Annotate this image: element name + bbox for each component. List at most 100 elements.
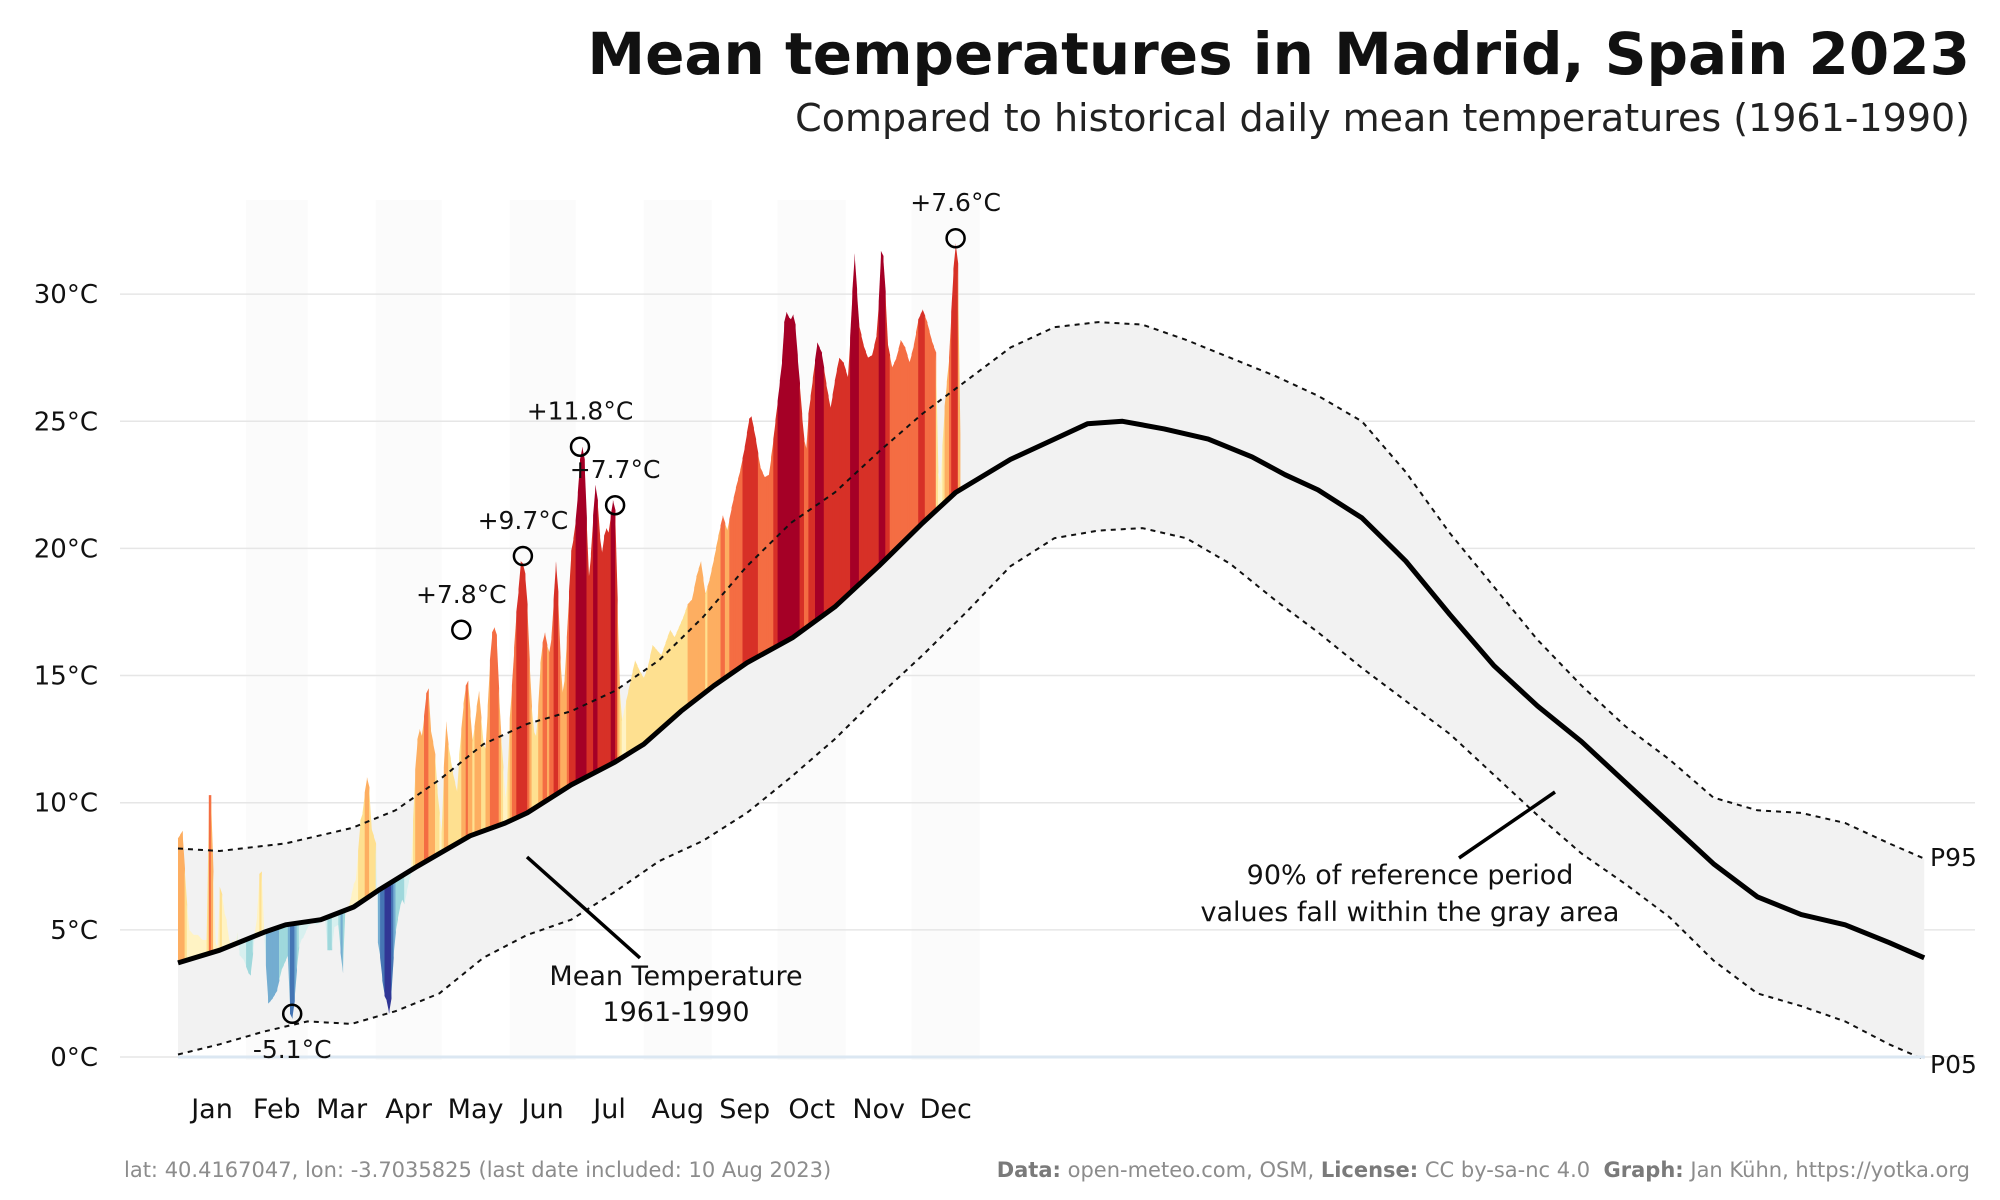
daily-anomaly-segment bbox=[768, 456, 772, 651]
daily-anomaly-segment bbox=[590, 515, 594, 775]
highlight-marker bbox=[281, 1003, 303, 1025]
daily-anomaly-segment bbox=[217, 886, 221, 951]
daily-anomaly-segment bbox=[505, 774, 508, 823]
daily-anomaly-segment bbox=[621, 711, 625, 758]
daily-anomaly-segment bbox=[760, 467, 763, 656]
daily-anomaly-segment bbox=[815, 342, 818, 622]
p05-line bbox=[177, 527, 1925, 1061]
daily-anomaly-segment bbox=[771, 439, 774, 650]
daily-anomaly-segment bbox=[865, 351, 869, 579]
daily-anomaly-segment bbox=[525, 573, 528, 814]
daily-anomaly-segment bbox=[290, 923, 293, 1019]
daily-anomaly-segment bbox=[944, 381, 948, 503]
daily-anomaly-segment bbox=[250, 936, 254, 976]
daily-anomaly-segment bbox=[931, 339, 934, 515]
daily-anomaly-segment bbox=[261, 871, 265, 934]
daily-anomaly-segment bbox=[597, 500, 601, 772]
daily-anomaly-segment bbox=[705, 586, 708, 693]
daily-anomaly-segment bbox=[751, 416, 754, 661]
daily-anomaly-segment bbox=[652, 645, 655, 737]
daily-anomaly-segment bbox=[626, 690, 629, 756]
daily-anomaly-segment bbox=[547, 645, 550, 801]
daily-anomaly-segment bbox=[812, 360, 816, 623]
p05-label: P05 bbox=[1930, 1050, 1977, 1079]
daily-anomaly-segment bbox=[711, 558, 715, 688]
daily-anomaly-segment bbox=[507, 718, 511, 822]
daily-anomaly-segment bbox=[935, 352, 939, 511]
daily-anomaly-segment bbox=[896, 348, 899, 549]
daily-anomaly-segment bbox=[426, 688, 429, 862]
y-tick-label: 10°C bbox=[34, 789, 98, 819]
highlight-label: +7.6°C bbox=[910, 188, 1001, 217]
daily-anomaly-segment bbox=[522, 563, 526, 815]
daily-anomaly-segment bbox=[863, 345, 866, 581]
daily-anomaly-segment bbox=[404, 873, 407, 905]
daily-anomaly-segment bbox=[867, 356, 871, 577]
daily-anomaly-segment bbox=[204, 940, 207, 955]
daily-anomaly-segment bbox=[801, 413, 805, 631]
daily-anomaly-segment bbox=[544, 632, 548, 802]
daily-anomaly-segment bbox=[612, 500, 616, 764]
license-label: License: bbox=[1320, 1158, 1419, 1182]
highlight-marker bbox=[451, 619, 472, 641]
daily-anomaly-segment bbox=[753, 427, 757, 660]
highlight-label: +11.8°C bbox=[527, 397, 634, 426]
daily-anomaly-segment bbox=[817, 342, 820, 620]
daily-anomaly-segment bbox=[430, 729, 434, 859]
daily-anomaly-segment bbox=[503, 767, 506, 824]
highlight-label: +7.8°C bbox=[416, 580, 507, 609]
daily-anomaly-segment bbox=[632, 660, 636, 752]
mean-annotation-pointer bbox=[525, 855, 642, 960]
daily-anomaly-segment bbox=[953, 243, 956, 495]
daily-anomaly-segment bbox=[850, 291, 853, 593]
daily-anomaly-segment bbox=[615, 510, 618, 762]
daily-anomaly-segment bbox=[580, 446, 583, 781]
daily-anomaly-segment bbox=[476, 690, 480, 834]
daily-anomaly-segment bbox=[500, 734, 504, 825]
daily-anomaly-segment bbox=[272, 928, 275, 999]
x-tick-label: Dec bbox=[920, 1094, 972, 1125]
daily-anomaly-segment bbox=[858, 324, 862, 585]
daily-anomaly-segment bbox=[467, 680, 471, 837]
daily-anomaly-segment bbox=[195, 934, 199, 958]
x-tick-label: May bbox=[448, 1094, 504, 1125]
daily-anomaly-segment bbox=[659, 652, 662, 731]
daily-anomaly-segment bbox=[804, 439, 807, 630]
highlight-markers: +7.8°C +9.7°C +11.8°C +7.7°C +7.6°C -5.1°C bbox=[253, 188, 1001, 1064]
daily-anomaly-segment bbox=[239, 941, 243, 958]
daily-anomaly-segment bbox=[213, 871, 216, 953]
daily-anomaly-segment bbox=[538, 662, 541, 806]
daily-anomaly-segment bbox=[905, 347, 908, 541]
daily-anomaly-segment bbox=[362, 792, 366, 901]
daily-anomaly-segment bbox=[514, 612, 517, 819]
daily-anomaly-segment bbox=[707, 578, 710, 691]
daily-anomaly-segment bbox=[692, 587, 695, 703]
x-axis-month-labels: Jan Feb Mar Apr May Jun Jul Aug Sep Oct Nov Dec bbox=[189, 1094, 972, 1125]
daily-anomaly-segment bbox=[410, 820, 414, 874]
daily-anomaly-segment bbox=[419, 729, 423, 865]
daily-anomaly-segment bbox=[391, 881, 394, 999]
daily-anomaly-segment bbox=[355, 851, 359, 906]
daily-anomaly-segment bbox=[799, 383, 803, 633]
x-tick-label: Mar bbox=[316, 1094, 368, 1125]
daily-anomaly-segment bbox=[872, 345, 875, 573]
daily-anomaly-segment bbox=[749, 416, 752, 662]
daily-anomaly-segment bbox=[533, 731, 537, 809]
daily-anomaly-segment bbox=[360, 812, 363, 903]
daily-anomaly-segment bbox=[527, 604, 530, 813]
daily-anomaly-segment bbox=[219, 886, 223, 951]
daily-anomaly-segment bbox=[608, 515, 612, 766]
daily-anomaly-segment bbox=[887, 342, 891, 558]
daily-anomaly-segment bbox=[727, 519, 730, 677]
daily-anomaly-segment bbox=[918, 314, 921, 528]
daily-anomaly-segment bbox=[351, 884, 355, 908]
daily-anomaly-segment bbox=[184, 868, 188, 961]
daily-anomaly-segment bbox=[839, 357, 842, 603]
daily-anomaly-segment bbox=[536, 706, 539, 808]
daily-anomaly-segment bbox=[553, 561, 557, 797]
daily-anomaly-segment bbox=[358, 820, 361, 904]
daily-anomaly-segment bbox=[560, 657, 563, 792]
daily-anomaly-segment bbox=[186, 904, 190, 961]
daily-anomaly-segment bbox=[270, 929, 273, 1002]
daily-anomaly-segment bbox=[843, 362, 847, 599]
